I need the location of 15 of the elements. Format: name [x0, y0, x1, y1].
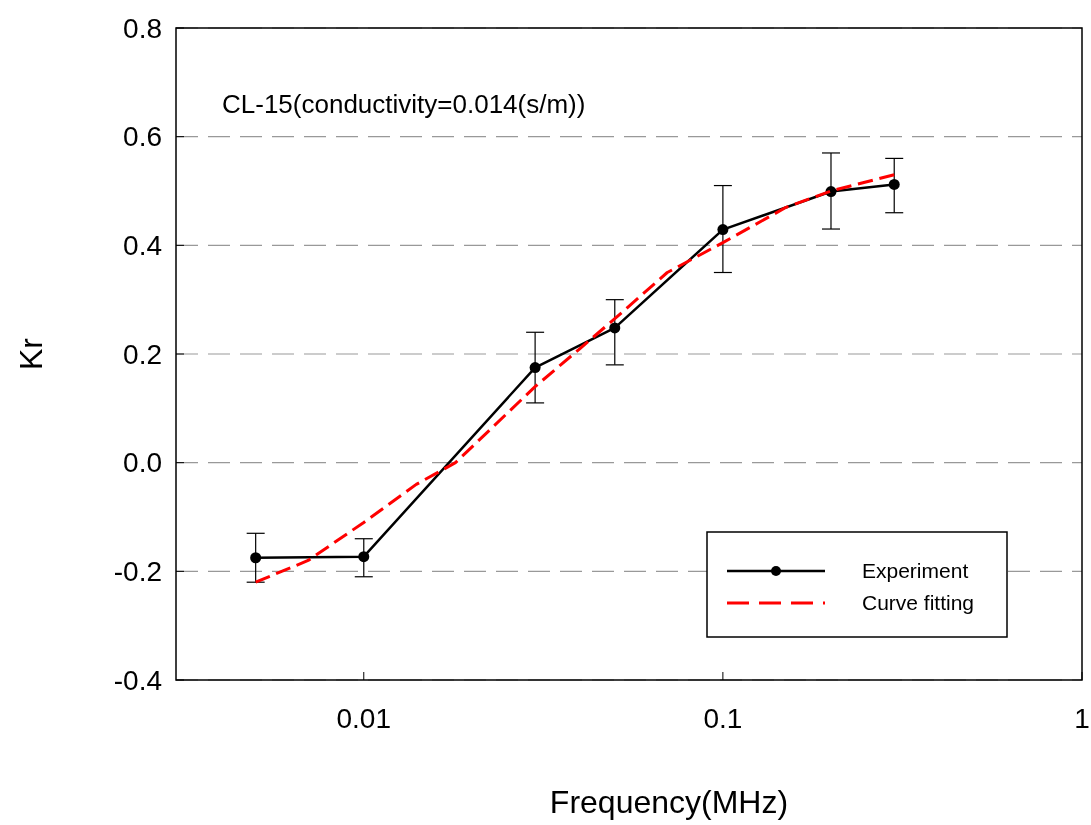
- y-tick-label: 0.0: [123, 447, 162, 479]
- legend-label: Curve fitting: [862, 591, 975, 615]
- x-tick-label: 0.01: [336, 703, 392, 734]
- annotation: CL-15(conductivity=0.014(s/m)): [222, 89, 586, 119]
- y-tick-label: 0.2: [123, 338, 162, 370]
- x-axis-title: Frequency(MHz): [549, 784, 789, 820]
- x-tick-label: 1: [1074, 703, 1090, 734]
- y-tick-label: -0.4: [113, 664, 162, 696]
- y-tick-label: -0.2: [113, 556, 162, 588]
- x-tick-label: 0.1: [703, 703, 743, 734]
- legend-label: Experiment: [862, 559, 969, 583]
- y-tick-label: 0.6: [123, 121, 162, 153]
- y-tick-label: 0.4: [123, 230, 162, 262]
- y-axis-title: Kr: [13, 337, 49, 370]
- y-tick-label: 0.8: [123, 12, 162, 44]
